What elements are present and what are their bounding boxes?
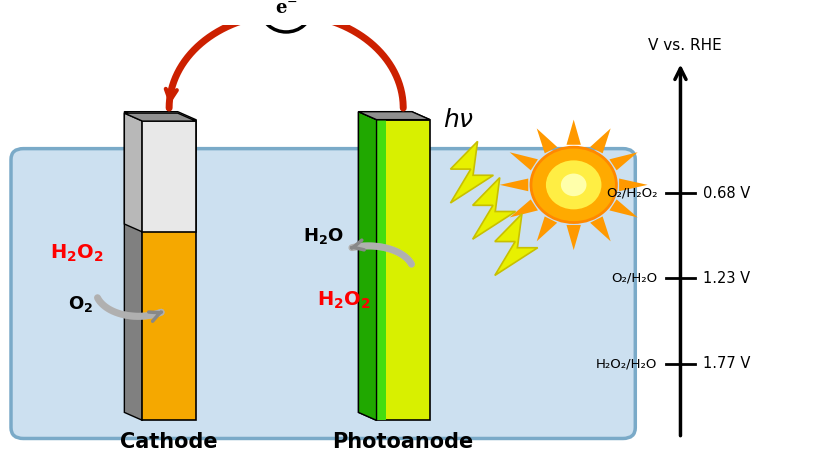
- Text: O₂/H₂O: O₂/H₂O: [611, 272, 657, 285]
- Polygon shape: [537, 216, 557, 241]
- Polygon shape: [500, 179, 528, 191]
- Polygon shape: [124, 112, 142, 420]
- Polygon shape: [142, 121, 196, 232]
- Text: H₂O₂/H₂O: H₂O₂/H₂O: [596, 357, 657, 370]
- Polygon shape: [142, 119, 196, 420]
- Text: Cathode: Cathode: [120, 432, 218, 451]
- Polygon shape: [358, 112, 430, 119]
- Text: Photoanode: Photoanode: [332, 432, 474, 451]
- Polygon shape: [509, 200, 538, 218]
- Text: $\mathbf{H_2O}$: $\mathbf{H_2O}$: [303, 225, 343, 245]
- Text: V vs. RHE: V vs. RHE: [648, 38, 721, 53]
- Polygon shape: [358, 112, 376, 420]
- Polygon shape: [609, 200, 638, 218]
- Text: $\mathbf{O_2}$: $\mathbf{O_2}$: [68, 294, 93, 314]
- Polygon shape: [537, 128, 557, 153]
- Text: O₂/H₂O₂: O₂/H₂O₂: [606, 187, 657, 200]
- Text: $\mathbf{H_2O_2}$: $\mathbf{H_2O_2}$: [317, 290, 370, 312]
- Polygon shape: [376, 119, 430, 420]
- Polygon shape: [358, 112, 430, 119]
- Polygon shape: [124, 113, 196, 121]
- Polygon shape: [451, 141, 494, 203]
- Polygon shape: [509, 152, 538, 170]
- Polygon shape: [473, 178, 515, 239]
- Text: $h\nu$: $h\nu$: [443, 107, 474, 131]
- Polygon shape: [566, 225, 581, 250]
- Polygon shape: [590, 216, 610, 241]
- FancyBboxPatch shape: [11, 149, 635, 438]
- Polygon shape: [495, 214, 538, 275]
- Polygon shape: [566, 119, 581, 145]
- Text: 0.68 V: 0.68 V: [704, 186, 751, 201]
- Circle shape: [546, 160, 601, 209]
- Text: 1.77 V: 1.77 V: [704, 356, 751, 371]
- Text: e$^{-}$: e$^{-}$: [275, 0, 298, 18]
- Text: 1.23 V: 1.23 V: [704, 271, 751, 286]
- Polygon shape: [590, 128, 610, 153]
- Polygon shape: [124, 112, 196, 119]
- Polygon shape: [619, 179, 648, 191]
- Circle shape: [261, 0, 311, 32]
- Polygon shape: [609, 152, 638, 170]
- Polygon shape: [358, 112, 376, 420]
- Circle shape: [561, 174, 586, 196]
- Polygon shape: [124, 113, 142, 232]
- Text: $\mathbf{H_2O_2}$: $\mathbf{H_2O_2}$: [50, 243, 103, 264]
- Circle shape: [531, 147, 616, 223]
- Polygon shape: [376, 119, 386, 420]
